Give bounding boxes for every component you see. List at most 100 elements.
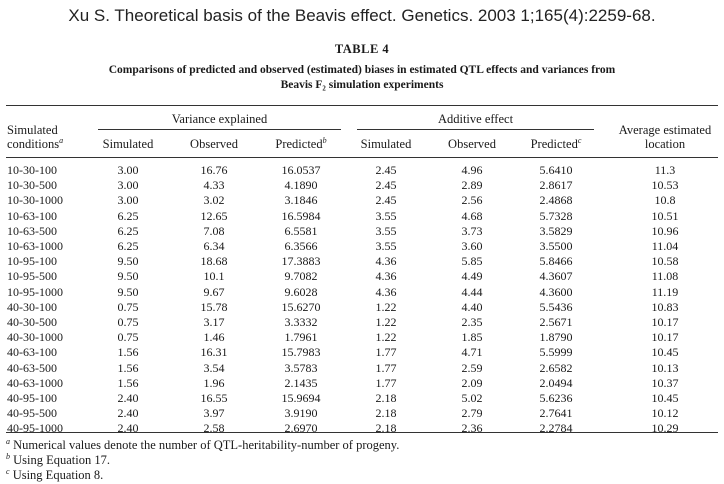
cell-avg-location: 10.58 (651, 254, 679, 269)
cell-add-predicted: 2.2784 (539, 421, 573, 436)
cell-var-observed: 3.02 (203, 193, 225, 208)
header-bottom-rule (6, 157, 718, 158)
cell-var-predicted: 3.1846 (284, 193, 318, 208)
cell-add-predicted: 2.6582 (539, 360, 573, 375)
cell-var-observed: 15.78 (200, 299, 228, 314)
cell-var-observed: 9.67 (203, 284, 225, 299)
cell-conditions: 10-30-500 (7, 178, 57, 193)
cell-var-simulated: 3.00 (117, 178, 139, 193)
cell-var-simulated: 3.00 (117, 163, 139, 177)
cell-add-predicted: 1.8790 (539, 330, 573, 345)
cell-add-predicted: 4.3600 (539, 284, 573, 299)
table-caption-line-2: Beavis F₂ simulation experiments (280, 79, 444, 91)
col-header-simulated-conditions-line-1: Simulated (7, 123, 58, 137)
cell-var-simulated: 2.40 (117, 391, 139, 405)
cell-var-simulated: 9.50 (117, 284, 139, 299)
col-header-simulated-conditions: Simulated conditionsa (7, 123, 63, 151)
cell-conditions: 10-95-100 (7, 254, 57, 269)
footnote-mark-a: a (59, 135, 64, 145)
cell-add-simulated: 2.45 (375, 178, 397, 193)
cell-avg-location: 11.08 (651, 269, 679, 284)
col-header-var-simulated: Simulated (102, 137, 154, 151)
cell-var-predicted: 2.1435 (284, 375, 318, 390)
cell-add-observed: 3.60 (461, 239, 483, 253)
cell-var-observed: 3.54 (203, 360, 225, 375)
cell-add-observed: 4.44 (461, 284, 483, 299)
cell-avg-location: 11.3 (654, 163, 676, 177)
table-top-rule (6, 105, 718, 106)
cell-conditions: 10-63-100 (7, 208, 57, 223)
cell-add-predicted: 2.0494 (539, 375, 573, 390)
cell-avg-location: 11.04 (651, 239, 679, 253)
cell-conditions: 10-95-1000 (7, 284, 63, 299)
footnote-mark-c: c (577, 135, 582, 145)
cell-var-simulated: 0.75 (117, 315, 139, 329)
cell-add-simulated: 1.22 (375, 315, 397, 329)
cell-add-predicted: 3.5500 (539, 239, 573, 253)
cell-var-predicted: 3.9190 (284, 406, 318, 421)
cell-avg-location: 10.37 (651, 375, 679, 390)
cell-add-observed: 3.73 (461, 223, 483, 238)
cell-var-predicted: 2.6970 (284, 421, 318, 436)
cell-var-predicted: 3.3332 (284, 315, 318, 329)
cell-conditions: 40-95-100 (7, 391, 57, 405)
cell-var-simulated: 0.75 (117, 299, 139, 314)
variance-explained-header: Variance explained (171, 112, 268, 126)
col-header-add-predicted: Predictedc (530, 135, 582, 151)
cell-avg-location: 10.51 (651, 208, 679, 223)
cell-add-observed: 2.79 (461, 406, 483, 421)
footnote-b: b Using Equation 17. (6, 451, 110, 467)
cell-avg-location: 10.12 (651, 406, 679, 421)
cell-add-observed: 4.49 (461, 269, 483, 284)
cell-add-simulated: 2.45 (375, 193, 397, 208)
cell-conditions: 40-63-1000 (7, 375, 63, 390)
cell-var-predicted: 16.5984 (281, 208, 321, 223)
cell-add-observed: 2.36 (461, 421, 483, 436)
cell-var-simulated: 6.25 (117, 208, 139, 223)
footnote-c: c Using Equation 8. (6, 466, 104, 482)
additive-effect-header: Additive effect (437, 112, 514, 126)
cell-var-predicted: 1.7961 (284, 330, 318, 345)
cell-add-predicted: 5.7328 (539, 208, 573, 223)
cell-add-predicted: 2.8617 (539, 178, 573, 193)
cell-conditions: 40-63-500 (7, 360, 57, 375)
cell-add-simulated: 4.36 (375, 284, 397, 299)
cell-add-observed: 4.71 (461, 345, 483, 360)
cell-var-predicted: 15.9694 (281, 391, 321, 405)
cell-avg-location: 10.8 (654, 193, 676, 208)
cell-add-simulated: 4.36 (375, 254, 397, 269)
cell-var-predicted: 6.3566 (284, 239, 318, 253)
cell-avg-location: 10.29 (651, 421, 679, 436)
cell-var-predicted: 6.5581 (284, 223, 318, 238)
cell-add-simulated: 1.22 (375, 299, 397, 314)
col-header-average-location: Average estimated location (606, 123, 724, 151)
cell-var-simulated: 6.25 (117, 223, 139, 238)
cell-add-observed: 2.09 (461, 375, 483, 390)
cell-var-observed: 3.97 (203, 406, 225, 421)
cell-avg-location: 10.83 (651, 299, 679, 314)
footnote-mark-b: b (322, 135, 327, 145)
cell-var-predicted: 9.6028 (284, 284, 318, 299)
cell-add-simulated: 1.22 (375, 330, 397, 345)
cell-avg-location: 10.17 (651, 330, 679, 345)
col-header-average-location-line-2: location (644, 137, 686, 151)
cell-add-observed: 4.96 (461, 163, 483, 177)
cell-var-simulated: 1.56 (117, 360, 139, 375)
cell-var-predicted: 4.1890 (284, 178, 318, 193)
cell-add-simulated: 4.36 (375, 269, 397, 284)
cell-var-simulated: 9.50 (117, 254, 139, 269)
col-header-var-observed: Observed (190, 137, 238, 151)
table-bottom-rule (6, 432, 718, 433)
cell-var-observed: 1.46 (203, 330, 225, 345)
cell-avg-location: 10.96 (651, 223, 679, 238)
cell-var-simulated: 2.40 (117, 421, 139, 436)
cell-conditions: 10-30-100 (7, 163, 57, 177)
additive-group-rule (357, 129, 594, 130)
cell-add-simulated: 2.18 (375, 406, 397, 421)
col-header-average-location-line-1: Average estimated (618, 123, 712, 137)
cell-add-observed: 2.89 (461, 178, 483, 193)
cell-var-observed: 7.08 (203, 223, 225, 238)
cell-conditions: 40-30-1000 (7, 330, 63, 345)
cell-add-simulated: 1.77 (375, 375, 397, 390)
cell-add-simulated: 3.55 (375, 208, 397, 223)
